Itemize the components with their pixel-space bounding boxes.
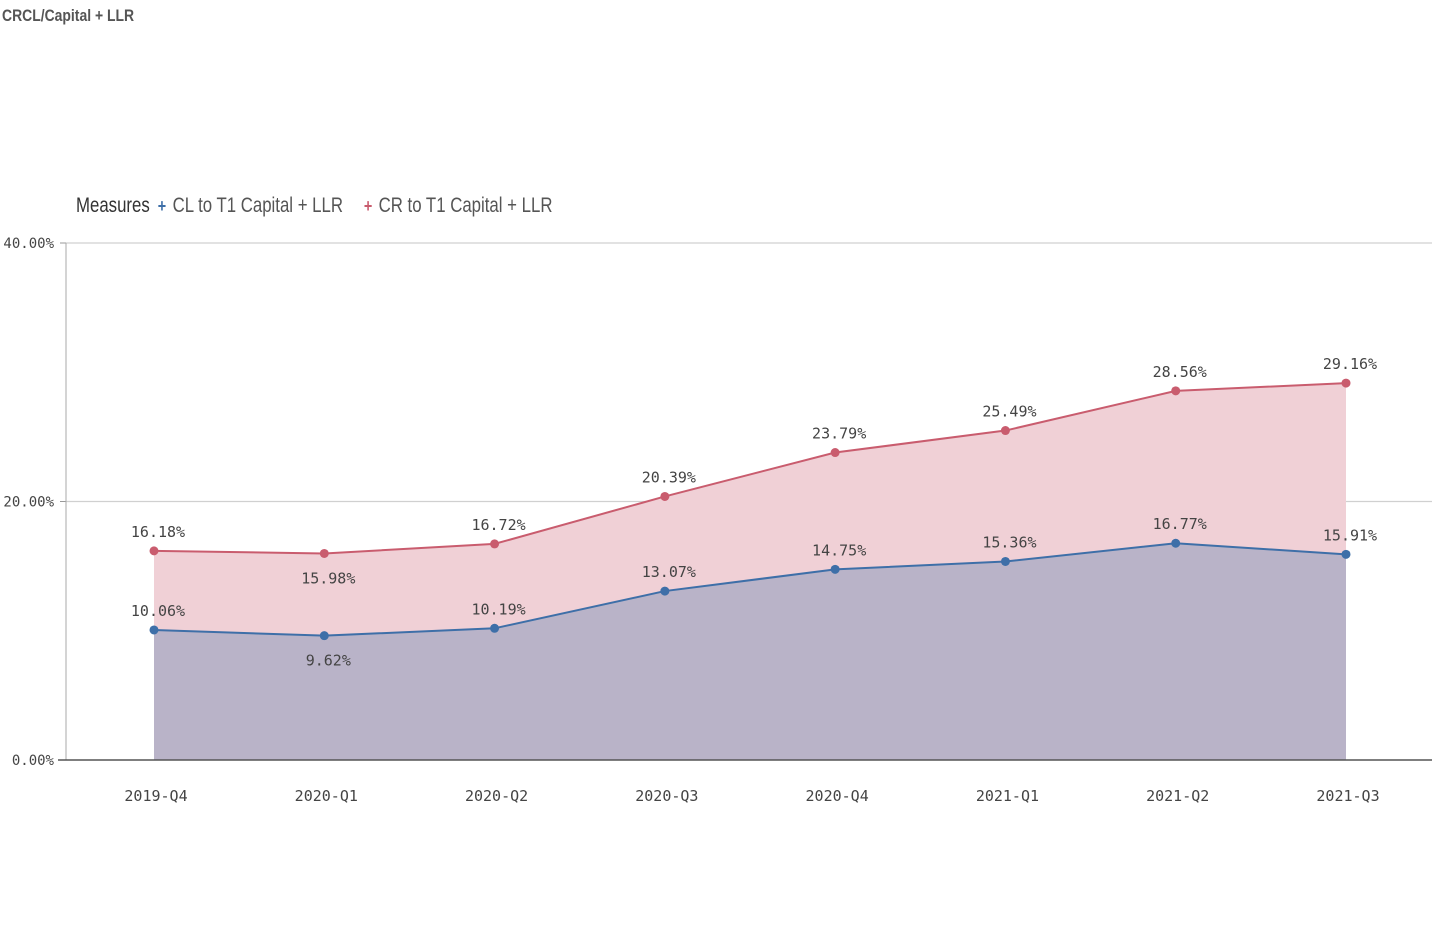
data-point-cl — [319, 631, 329, 641]
y-tick-label: 40.00% — [3, 236, 54, 252]
data-label-cl: 14.75% — [812, 541, 866, 559]
series-line-cl — [153, 542, 1347, 637]
x-tick-label: 2019-Q4 — [124, 787, 187, 805]
data-label-cr: 29.16% — [1323, 355, 1377, 373]
data-point-cr — [660, 491, 670, 501]
data-label-cl: 9.62% — [306, 652, 351, 670]
data-label-cr: 25.49% — [982, 403, 1036, 421]
data-point-cr — [1341, 378, 1351, 388]
data-point-cl — [660, 586, 670, 596]
data-label-cl: 13.07% — [642, 563, 696, 581]
data-label-cl: 16.77% — [1153, 515, 1207, 533]
data-label-cr: 20.39% — [642, 468, 696, 486]
data-point-cl — [1000, 556, 1010, 566]
x-tick-label: 2020-Q3 — [635, 787, 698, 805]
x-tick-label: 2021-Q3 — [1316, 787, 1379, 805]
legend-title: Measures — [76, 194, 150, 217]
data-point-cl — [830, 564, 840, 574]
data-label-cr: 23.79% — [812, 425, 866, 443]
data-point-cr — [830, 448, 840, 458]
legend-label-cl: CL to T1 Capital + LLR — [172, 194, 344, 217]
data-label-cl: 15.36% — [982, 533, 1036, 551]
legend-marker-cl-icon: + — [157, 196, 167, 216]
data-point-cl — [490, 623, 500, 633]
x-tick-label: 2020-Q2 — [465, 787, 528, 805]
data-point-cl — [1171, 538, 1181, 548]
data-point-cl — [1341, 549, 1351, 559]
legend-label-cr: CR to T1 Capital + LLR — [378, 194, 553, 217]
x-tick-label: 2021-Q1 — [976, 787, 1039, 805]
x-tick-label: 2021-Q2 — [1146, 787, 1209, 805]
legend-item-cl[interactable]: + CL to T1 Capital + LLR — [158, 194, 343, 218]
data-label-cr: 16.72% — [471, 516, 525, 534]
series-line-cr — [153, 382, 1347, 555]
data-label-cl: 10.19% — [471, 600, 525, 618]
data-label-cr: 16.18% — [131, 523, 185, 541]
y-tick-label: 0.00% — [12, 753, 55, 769]
data-point-cr — [1000, 426, 1010, 436]
legend-marker-cr-icon: + — [363, 196, 373, 216]
legend-item-cr[interactable]: + CR to T1 Capital + LLR — [364, 194, 553, 218]
data-label-cl: 15.91% — [1323, 526, 1377, 544]
x-tick-label: 2020-Q1 — [295, 787, 358, 805]
data-point-cr — [319, 548, 329, 558]
legend: Measures + CL to T1 Capital + LLR + CR t… — [76, 192, 573, 220]
data-label-cr: 15.98% — [301, 569, 355, 587]
data-point-cr — [149, 546, 159, 556]
x-tick-label: 2020-Q4 — [806, 787, 869, 805]
data-point-cr — [490, 539, 500, 549]
data-label-cr: 28.56% — [1153, 363, 1207, 381]
data-label-cl: 10.06% — [131, 602, 185, 620]
y-tick-label: 20.00% — [3, 495, 54, 511]
page-title: CRCL/Capital + LLR — [2, 6, 135, 25]
data-point-cl — [149, 625, 159, 635]
data-point-cr — [1171, 386, 1181, 396]
area-fill-cl — [154, 543, 1346, 760]
